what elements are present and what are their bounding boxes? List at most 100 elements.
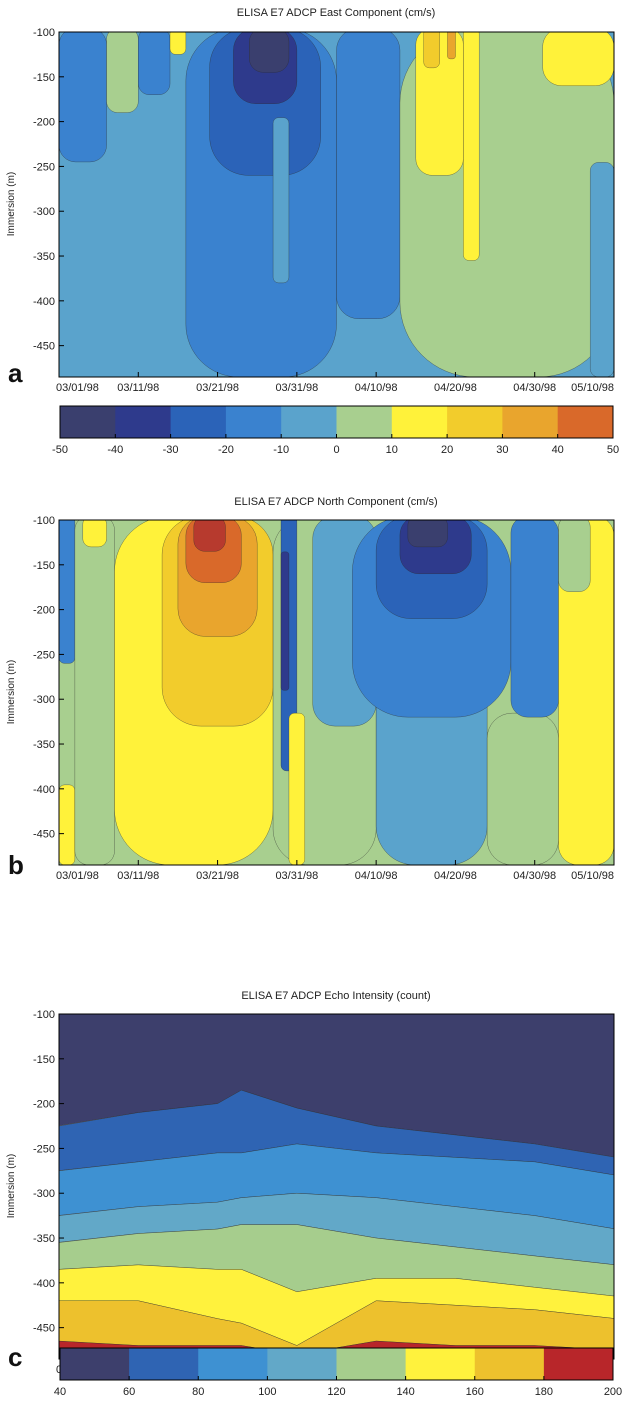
colorbar-velocity-swatch (502, 406, 559, 438)
colorbar-echo-tick-label: 200 (604, 1386, 622, 1398)
colorbar-velocity-swatch (447, 406, 503, 438)
colorbar-velocity-swatch (60, 406, 116, 438)
panel-b-xtick-label: 04/10/98 (355, 870, 398, 882)
panel-a-ytick-label: -150 (33, 72, 55, 84)
panel-b-contour-region (59, 784, 76, 865)
panel-c-ytick-label: -200 (33, 1099, 55, 1111)
panel-a-contour-region (272, 117, 290, 284)
colorbar-echo-swatch (405, 1348, 476, 1380)
panel-b-contour-region (407, 520, 448, 548)
panel-b-yticks: -100 -150 -200 -250 -300 -350 -400 -450 (33, 515, 64, 841)
colorbar-echo: 40 60 80 100 120 140 160 180 200 (54, 1347, 622, 1398)
colorbar-echo-tick-label: 60 (123, 1386, 135, 1398)
colorbar-velocity-swatch (281, 406, 337, 438)
panel-a-contour-region (463, 32, 480, 261)
colorbar-echo-swatch (474, 1348, 545, 1380)
panel-b-plot (59, 520, 614, 865)
panel-b-ytick-label: -250 (33, 649, 55, 661)
colorbar-echo-tick-label: 100 (258, 1386, 276, 1398)
panel-a-xtick-label: 03/31/98 (275, 382, 318, 394)
colorbar-velocity-swatch (557, 406, 614, 438)
panel-b-ytick-label: -150 (33, 560, 55, 572)
panel-c-ytick-label: -150 (33, 1054, 55, 1066)
panel-a-xtick-label: 05/10/98 (571, 382, 614, 394)
panel-a-xtick-label: 04/10/98 (355, 382, 398, 394)
colorbar-velocity-swatch (391, 406, 448, 438)
colorbar-velocity-tick-label: 50 (607, 444, 619, 456)
panel-b-xticks: 03/01/98 03/11/98 03/21/98 03/31/98 04/10/98… (56, 860, 615, 882)
panel-b-ytick-label: -100 (33, 515, 55, 527)
panel-a-yticks: -100 -150 -200 -250 -300 -350 -400 -450 (33, 27, 64, 353)
panel-a-ytick-label: -400 (33, 296, 55, 308)
panel-b-contour-region (510, 520, 559, 718)
colorbar-velocity-tick-label: 40 (552, 444, 564, 456)
panel-b-contour-region (74, 520, 115, 865)
panel-b-ytick-label: -350 (33, 739, 55, 751)
colorbar-velocity-swatch (170, 406, 227, 438)
panel-a-contour-region (249, 32, 290, 73)
panel-a-title: ELISA E7 ADCP East Component (cm/s) (237, 7, 436, 19)
panel-a-contour-region (138, 32, 171, 95)
panel-c-ytick-label: -350 (33, 1233, 55, 1245)
panel-b-contour-region (193, 520, 226, 552)
panel-b-ytick-label: -300 (33, 694, 55, 706)
colorbar-echo-swatch (267, 1348, 337, 1380)
panel-b-xtick-label: 03/31/98 (275, 870, 318, 882)
panel-c-title: ELISA E7 ADCP Echo Intensity (count) (241, 990, 430, 1002)
panel-a-contour-region (169, 32, 187, 55)
panel-c-ylabel: Immersion (m) (6, 1154, 17, 1218)
colorbar-velocity-tick-label: -40 (107, 444, 123, 456)
panel-a-contour-region (59, 32, 107, 163)
panel-a-xtick-label: 03/11/98 (117, 382, 159, 394)
panel-c-ytick-label: -300 (33, 1188, 55, 1200)
panel-a-ylabel: Immersion (m) (6, 172, 17, 236)
colorbar-echo-swatch (543, 1348, 614, 1380)
colorbar-velocity: -50 -40 -30 -20 -10 0 10 20 30 40 50 (52, 405, 619, 456)
panel-b-xtick-label: 05/10/98 (571, 870, 614, 882)
panel-b-ylabel: Immersion (m) (6, 660, 17, 724)
colorbar-velocity-tick-label: 30 (496, 444, 508, 456)
panel-a-ytick-label: -100 (33, 27, 55, 39)
colorbar-velocity-tick-label: -20 (218, 444, 234, 456)
colorbar-velocity-tick-label: 20 (441, 444, 453, 456)
panel-b-contour-region (558, 520, 591, 592)
panel-b-contour-region (288, 712, 306, 865)
panel-a-ytick-label: -200 (33, 117, 55, 129)
panel-a-plot (59, 32, 614, 377)
colorbar-echo-tick-label: 40 (54, 1386, 66, 1398)
panel-b-frame (58, 519, 615, 866)
colorbar-echo-swatch (60, 1348, 130, 1380)
panel-b-ytick-label: -450 (33, 829, 55, 841)
panel-b-title: ELISA E7 ADCP North Component (cm/s) (234, 496, 437, 508)
panel-b: ELISA E7 ADCP North Component (cm/s) -10… (6, 496, 615, 882)
panel-a-contour-region (589, 162, 614, 377)
colorbar-echo-swatch (336, 1348, 407, 1380)
panel-a: ELISA E7 ADCP East Component (cm/s) -100… (6, 7, 615, 394)
panel-a-contour-region (106, 32, 139, 113)
panel-a-xtick-label: 03/21/98 (196, 382, 239, 394)
panel-a-contour-region (542, 32, 614, 87)
colorbar-echo-swatch (129, 1348, 199, 1380)
panel-a-xtick-label: 04/20/98 (434, 382, 477, 394)
colorbar-echo-tick-label: 120 (327, 1386, 345, 1398)
panel-b-contour-region (280, 551, 290, 691)
panel-b-contour-region (486, 712, 559, 865)
panel-c-yticks: -100 -150 -200 -250 -300 -350 -400 -450 (33, 1009, 64, 1335)
panel-b-xtick-label: 04/20/98 (434, 870, 477, 882)
colorbar-velocity-swatch (336, 406, 393, 438)
panel-b-xtick-label: 04/30/98 (513, 870, 556, 882)
panel-a-xtick-label: 03/01/98 (56, 382, 99, 394)
panel-c-ytick-label: -100 (33, 1009, 55, 1021)
panel-b-xtick-label: 03/11/98 (117, 870, 159, 882)
colorbar-velocity-tick-label: 10 (386, 444, 398, 456)
panel-c-plot (59, 1014, 614, 1359)
panel-a-ytick-label: -350 (33, 251, 55, 263)
panel-b-letter: b (8, 850, 24, 880)
colorbar-echo-tick-label: 140 (396, 1386, 414, 1398)
panel-b-contour-region (558, 520, 614, 865)
colorbar-velocity-tick-label: -30 (163, 444, 179, 456)
panel-c-ytick-label: -250 (33, 1143, 55, 1155)
colorbar-velocity-tick-label: -10 (273, 444, 289, 456)
panel-a-xtick-label: 04/30/98 (513, 382, 556, 394)
